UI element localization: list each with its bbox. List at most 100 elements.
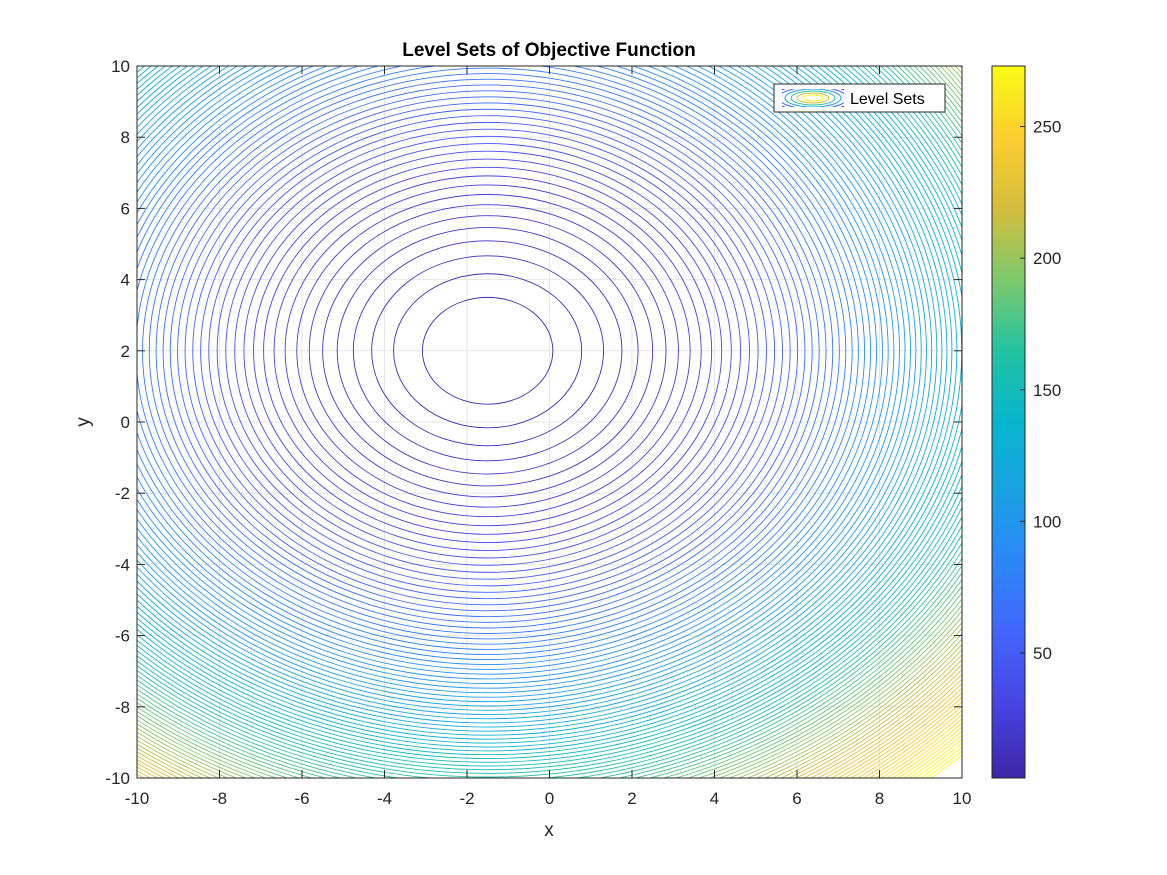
legend-swatch-line [784,89,842,107]
colorbar: 50 100 150 200 250 [991,65,1061,779]
contour-line [263,166,713,535]
y-tick-label: -6 [115,627,130,646]
legend-swatch [782,89,844,107]
legend-swatch-line [802,94,824,102]
contour-line [200,115,776,587]
y-tick-label: 0 [121,413,130,432]
contour-line [137,66,953,732]
y-tick-label: 6 [121,199,130,218]
contour-line [137,66,938,720]
y-tick-label: -4 [115,555,130,574]
x-tick-label: 10 [953,789,972,808]
x-tick-label: 0 [545,789,554,808]
contour-line [137,66,962,752]
y-tick-labels: -10 -8 -6 -4 -2 0 2 4 6 8 10 [105,57,130,788]
contour-line [393,273,583,429]
legend-swatch-line [790,90,836,106]
contour-line [137,66,962,774]
contour-line [234,143,742,559]
colorbar-ticks: 50 100 150 200 250 [1020,118,1061,663]
contour-line [137,66,911,698]
y-tick-label: 2 [121,342,130,361]
contour-line [137,66,962,763]
contour-line [273,175,702,527]
x-tick-label: -4 [377,789,392,808]
x-tick-label: 8 [875,789,884,808]
contour-line [137,66,962,756]
contour-line [137,66,962,744]
axis-ticks [136,65,963,779]
contour-line [208,121,767,580]
y-tick-label: 10 [111,57,130,76]
contour-line [169,90,806,612]
chart-title: Level Sets of Objective Function [402,40,696,61]
x-tick-label: -6 [294,789,309,808]
contour-line [177,96,799,606]
contour-line [243,150,732,551]
x-tick-label: 6 [792,789,801,808]
contour-line [137,66,948,728]
x-tick-labels: -10 -8 -6 -4 -2 0 2 4 6 8 10 [125,789,972,808]
contour-line [137,66,900,689]
contour-line [336,227,639,475]
contour-line [137,66,962,759]
contour-line [225,135,750,566]
contour-line [216,128,759,573]
y-axis-label: y [73,417,94,427]
x-tick-label: 2 [627,789,636,808]
contour-line [137,66,933,715]
colorbar-tick-label: 50 [1033,644,1052,663]
colorbar-tick-label: 100 [1033,512,1061,531]
contour-line [322,215,654,487]
y-tick-label: -10 [105,769,130,788]
contour-line [155,78,820,623]
contour-line [162,84,813,618]
y-tick-label: 8 [121,128,130,147]
x-tick-label: -10 [125,789,150,808]
legend-label: Level Sets [850,91,925,108]
contour-line [352,240,623,462]
x-axis-label: x [544,820,554,841]
contour-line [137,66,853,650]
contour-line [137,66,943,724]
contour-line [137,66,865,660]
contour-line [137,66,962,778]
contour-line [137,66,889,680]
legend: Level Sets [773,83,946,113]
colorbar-bar [991,65,1026,779]
y-tick-label: -2 [115,484,130,503]
contour-line [137,66,877,670]
contour-line [192,108,783,593]
contour-line [137,66,906,694]
colorbar-tick-label: 250 [1033,118,1061,137]
contour-line [137,66,962,771]
contour-line [137,66,883,675]
x-tick-label: 4 [710,789,719,808]
contour-line [137,66,962,767]
colorbar-tick-label: 150 [1033,381,1061,400]
x-tick-label: -8 [212,789,227,808]
contour-line [137,66,917,702]
contour-line [137,66,847,645]
contour-line [296,194,679,508]
contour-line [137,66,962,748]
contour-line [253,158,723,543]
contour-line [148,73,827,629]
contour-line [137,66,840,640]
contour-line [137,66,859,655]
contour-line [137,66,927,711]
contour-line [371,255,605,447]
contour-line [421,296,554,405]
contour-line [308,204,667,498]
legend-swatch-line [796,92,830,104]
contour-line [137,66,895,684]
contour-line [284,184,691,518]
y-tick-label: -8 [115,698,130,717]
y-tick-label: 4 [121,271,130,290]
contour-line [184,102,791,600]
x-tick-label: -2 [459,789,474,808]
contour-line [137,66,922,707]
colorbar-tick-label: 200 [1033,249,1061,268]
